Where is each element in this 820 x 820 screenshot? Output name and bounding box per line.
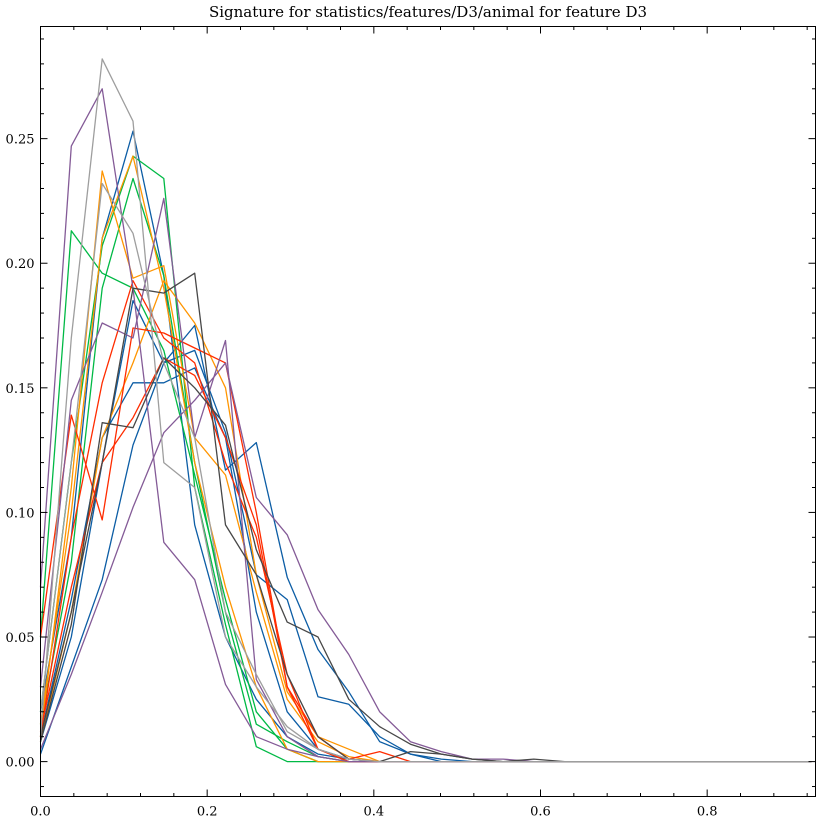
x-tick-label: 0.0 <box>30 805 51 820</box>
x-tick-label: 0.6 <box>530 805 551 820</box>
y-tick-label: 0.00 <box>6 756 35 771</box>
y-tick-label: 0.15 <box>6 382 35 397</box>
y-tick-label: 0.20 <box>6 257 35 272</box>
axes-layer: 0.0 0.2 0.4 0.6 0.8 0.00 0.05 0.10 0.15 0.20 0.25 <box>6 26 816 820</box>
chart-title: Signature for statistics/features/D3/ani… <box>209 3 647 21</box>
x-tick-label: 0.8 <box>697 805 718 820</box>
x-tick-label: 0.4 <box>363 805 384 820</box>
y-tick-label: 0.10 <box>6 506 35 521</box>
y-tick-label: 0.05 <box>6 631 35 646</box>
x-tick-label: 0.2 <box>197 805 218 820</box>
series-layer <box>39 58 812 763</box>
plot-frame <box>40 26 816 797</box>
series-line-20 <box>39 182 812 763</box>
y-tick-label: 0.25 <box>6 133 35 148</box>
